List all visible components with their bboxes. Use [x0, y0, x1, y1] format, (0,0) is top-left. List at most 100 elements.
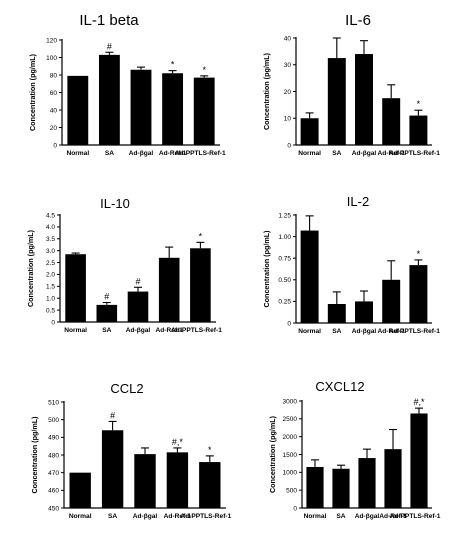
- y-tick-label: 480: [48, 452, 59, 459]
- x-category-label: Ad-βgal: [352, 150, 377, 157]
- bar: [327, 58, 346, 145]
- y-axis-label: Concentration (pg/mL): [28, 53, 37, 131]
- x-category-label: Ad-βgal: [352, 328, 377, 335]
- x-category-label: Normal: [64, 327, 87, 334]
- chart-title: IL-1 beta: [79, 12, 139, 29]
- bar: [190, 248, 211, 322]
- bar: [130, 69, 152, 145]
- bar: [409, 115, 428, 145]
- y-tick-label: 460: [48, 488, 59, 495]
- y-tick-label: 0: [287, 320, 291, 327]
- y-tick-label: 0.75: [278, 256, 291, 263]
- bar: [300, 230, 319, 323]
- y-tick-label: 2.5: [46, 260, 55, 267]
- y-tick-label: 60: [50, 90, 58, 97]
- chart-title: IL-10: [100, 196, 130, 211]
- y-tick-label: 1.00: [278, 234, 291, 241]
- bar: [127, 291, 149, 322]
- x-category-label: Ad-Ref-1: [164, 513, 192, 520]
- bar: [382, 279, 401, 323]
- y-tick-label: 1500: [283, 452, 298, 459]
- bar: [98, 54, 120, 145]
- chart-panel: CXCL12 Concentration (pg/mL) 0 500 1000 1500 2…: [268, 379, 441, 520]
- significance-label: *: [417, 99, 421, 109]
- y-tick-label: 2.0: [46, 272, 55, 279]
- x-category-label: Normal: [298, 150, 321, 157]
- y-tick-label: 0: [287, 142, 291, 149]
- significance-label: #,*: [413, 397, 425, 407]
- bar: [300, 118, 319, 145]
- bar: [382, 98, 401, 145]
- x-category-label: Ad-Ref-1: [159, 150, 187, 157]
- y-tick-label: 120: [46, 37, 57, 44]
- y-tick-label: 470: [48, 470, 59, 477]
- y-tick-label: 0: [53, 142, 57, 149]
- y-tick-label: 0.25: [278, 299, 291, 306]
- significance-label: *: [202, 65, 206, 75]
- y-tick-label: 1000: [283, 470, 298, 477]
- x-category-label: Ad-PPTLS-Ref-1: [180, 513, 231, 520]
- bar: [67, 75, 89, 145]
- y-tick-label: 500: [286, 487, 297, 494]
- y-axis-label: Concentration (pg/mL): [268, 415, 277, 493]
- x-category-label: Ad-Ref-1: [377, 328, 405, 335]
- y-tick-label: 450: [48, 505, 59, 512]
- x-category-label: Ad-PPTLS-Ref-1: [175, 150, 226, 157]
- chart-panel: IL-1 beta Concentration (pg/mL) 0 20 40 60 80 1…: [28, 12, 226, 157]
- bar: [327, 303, 346, 323]
- bar: [384, 449, 402, 508]
- y-tick-label: 0: [51, 319, 55, 326]
- y-axis-label: Concentration (pg/mL): [26, 229, 35, 307]
- chart-panel: CCL2 Concentration (pg/mL) 450 460 470 480 490…: [30, 381, 232, 520]
- bar: [134, 454, 156, 508]
- significance-label: #: [104, 292, 109, 302]
- bar: [410, 413, 428, 508]
- significance-label: #: [107, 41, 112, 51]
- bar: [158, 257, 180, 322]
- x-category-label: Normal: [298, 328, 321, 335]
- y-tick-label: 3.0: [46, 248, 55, 255]
- x-category-label: Normal: [66, 150, 89, 157]
- bar: [166, 452, 189, 508]
- x-category-label: SA: [108, 513, 117, 520]
- bar: [199, 462, 221, 508]
- bar: [101, 430, 124, 508]
- bar: [355, 54, 373, 145]
- bar: [355, 301, 373, 323]
- y-axis-label: Concentration (pg/mL): [262, 230, 271, 308]
- y-tick-label: 4.0: [46, 224, 55, 231]
- x-category-label: Ad-PPTLS-Ref-1: [171, 327, 222, 334]
- y-tick-label: 1.0: [46, 296, 55, 303]
- significance-label: *: [208, 445, 212, 455]
- y-tick-label: 3000: [283, 398, 298, 405]
- y-tick-label: 10: [284, 116, 292, 123]
- x-category-label: Ad-Ref-1: [379, 513, 407, 520]
- bar: [358, 458, 376, 508]
- x-category-label: SA: [332, 328, 341, 335]
- x-category-label: Normal: [69, 513, 92, 520]
- y-tick-label: 20: [50, 125, 58, 132]
- chart-title: IL-6: [345, 12, 371, 29]
- x-category-label: Ad-PPTLS-Ref-1: [389, 150, 440, 157]
- chart-panel: IL-10 Concentration (pg/mL) 0 0.5 1.0 1.5 2.0 2…: [26, 196, 222, 334]
- chart-title: CXCL12: [315, 379, 364, 394]
- significance-label: *: [417, 249, 421, 259]
- chart-title: CCL2: [110, 381, 143, 396]
- x-category-label: Ad-βgal: [133, 513, 158, 520]
- x-category-label: Ad-βgal: [126, 327, 151, 334]
- bar: [65, 254, 86, 322]
- y-tick-label: 0: [293, 505, 297, 512]
- y-axis-label: Concentration (pg/mL): [262, 52, 271, 130]
- y-tick-label: 490: [48, 435, 59, 442]
- y-tick-label: 500: [48, 417, 59, 424]
- significance-label: #,*: [172, 437, 184, 447]
- y-tick-label: 40: [50, 107, 58, 114]
- y-tick-label: 1.5: [46, 284, 55, 291]
- bar: [69, 472, 91, 508]
- x-category-label: SA: [105, 150, 114, 157]
- x-category-label: SA: [336, 513, 345, 520]
- significance-label: *: [199, 231, 203, 241]
- bar: [162, 73, 184, 145]
- bar: [409, 265, 428, 323]
